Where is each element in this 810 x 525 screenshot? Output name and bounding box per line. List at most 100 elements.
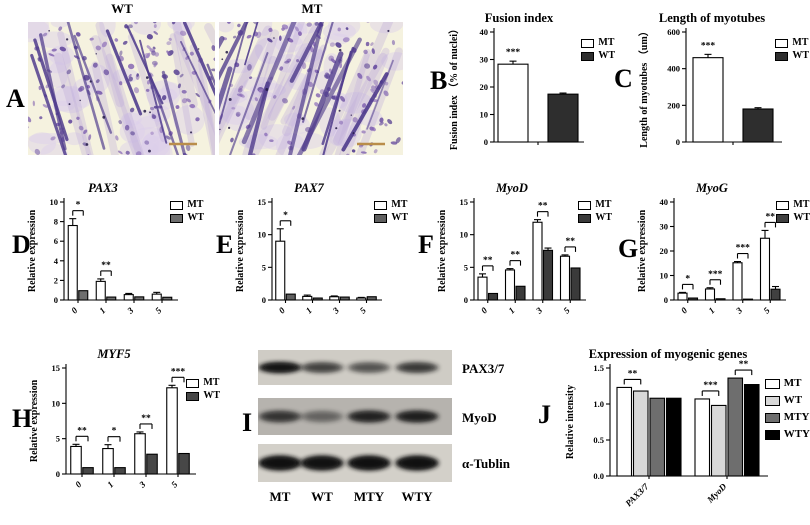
svg-text:4: 4 — [54, 256, 59, 266]
blot-lane-label-MT: MT — [269, 489, 291, 504]
sig-marker: ** — [739, 360, 749, 370]
chart-title: MyoG — [695, 181, 728, 195]
legend-label: WT — [793, 212, 810, 223]
bar-G-WT-3 — [742, 298, 754, 301]
legend-label: MT — [792, 37, 809, 48]
bar-H-WT-1 — [114, 467, 126, 475]
svg-text:20: 20 — [660, 246, 669, 256]
panel-letter-F: F — [418, 230, 434, 259]
myod-expression-chart: MyoD Relative expression 0 5 10 15 0 1 3 5 ** ** ** *… — [436, 178, 588, 332]
legend-D: MT WT — [170, 200, 204, 223]
legend-item-WT: WT — [776, 213, 810, 223]
svg-text:0: 0 — [679, 305, 690, 316]
bar-D-MT-0 — [67, 224, 78, 301]
bar-F-WT-5 — [570, 267, 581, 301]
legend-item-MT: MT — [578, 200, 612, 210]
bar-J-MT-PAX3/7 — [616, 386, 633, 477]
y-axis-label: Fusion index （% of nuclei） — [448, 24, 460, 150]
legend-swatch — [578, 213, 592, 223]
sig-marker: *** — [701, 41, 716, 51]
legend-B: MT WT — [581, 38, 615, 61]
svg-text:0: 0 — [54, 295, 58, 305]
svg-text:40: 40 — [660, 197, 669, 207]
sig-marker: ** — [766, 212, 776, 222]
y-axis-label: Relative expression — [437, 209, 448, 292]
legend-label: MT — [391, 199, 408, 210]
bar-H-MT-3 — [134, 433, 146, 475]
chart-title: Length of myotubes — [659, 11, 765, 25]
legend-label: WT — [598, 50, 615, 61]
blot-strip-svg — [258, 444, 452, 482]
svg-text:PAX3/7: PAX3/7 — [623, 481, 650, 508]
sig-marker: *** — [708, 270, 723, 280]
pax3-expression-chart: PAX3 Relative expression 0 2 4 6 8 10 0 1 3 5 * ** — [26, 178, 180, 332]
legend-swatch — [170, 213, 184, 223]
bar-C-MT-0 — [692, 57, 724, 143]
panel-letter-B: B — [430, 66, 448, 95]
panel-I: I PAX3/7 MyoD α-Tublin MT WT MTY WTY — [240, 340, 536, 525]
panel-J: J Expression of myogenic genes Relative i… — [536, 340, 810, 525]
bar-H-MT-5 — [166, 387, 178, 475]
legend-swatch — [764, 378, 780, 389]
svg-text:10: 10 — [52, 398, 61, 408]
svg-text:0: 0 — [484, 137, 488, 147]
svg-text:8: 8 — [54, 217, 58, 227]
blot-strip-svg — [258, 350, 452, 385]
svg-text:3: 3 — [330, 305, 341, 316]
panel-F: F MyoD Relative expression 0 5 10 15 0 1 3 5 ** ** *… — [410, 176, 614, 340]
legend-item-MT: MT — [776, 200, 810, 210]
micrograph-svg — [28, 22, 215, 155]
svg-text:1: 1 — [706, 305, 716, 315]
fusion-index-chart: Fusion index Fusion index （% of nuclei） 0 1… — [447, 6, 590, 160]
svg-text:0.0: 0.0 — [593, 471, 604, 481]
legend-swatch — [775, 51, 789, 61]
svg-text:0: 0 — [464, 295, 468, 305]
blot-row-label: α-Tublin — [462, 456, 510, 471]
svg-text:5: 5 — [56, 434, 60, 444]
panel-E: E PAX7 Relative expression 0 5 10 15 0 1 3 5 * MT W… — [206, 176, 410, 340]
myotube-length-chart: Length of myotubes Length of myotubes （um… — [637, 6, 786, 160]
micrograph-svg — [219, 22, 403, 155]
bar-D-MT-1 — [95, 280, 106, 301]
bar-G-WT-0 — [687, 297, 699, 301]
panel-letter-H: H — [12, 404, 33, 433]
legend-C: MT WT — [775, 38, 809, 61]
legend-item-WT: WT — [186, 391, 220, 401]
svg-text:3: 3 — [533, 305, 544, 316]
bar-J-MT-MyoD — [694, 398, 711, 477]
legend-swatch — [374, 200, 388, 210]
chart-svg-J: Expression of myogenic genes Relative int… — [565, 347, 768, 508]
panel-B: B Fusion index Fusion index （% of nuclei）… — [430, 4, 618, 174]
chart-title: MyoD — [495, 181, 528, 195]
svg-text:0: 0 — [262, 295, 266, 305]
sig-marker: ** — [511, 251, 521, 261]
bar-G-MT-1 — [704, 288, 716, 301]
bar-D-WT-5 — [162, 296, 173, 301]
bar-D-MT-3 — [123, 294, 134, 301]
chart-svg-E: PAX7 Relative expression 0 5 10 15 0 1 3 5 * — [235, 181, 382, 316]
legend-label: MTY — [783, 411, 810, 423]
sig-marker: ** — [538, 202, 548, 212]
legend-item-WT: WT — [775, 51, 809, 61]
y-axis-label: Relative expression — [637, 209, 648, 292]
chart-title: PAX7 — [294, 181, 324, 195]
chart-title: PAX3 — [88, 181, 118, 195]
bar-D-WT-0 — [78, 290, 89, 301]
bar-E-WT-1 — [312, 297, 323, 301]
panel-letter-C: C — [614, 64, 633, 93]
legend-swatch — [581, 51, 595, 61]
svg-text:10: 10 — [480, 110, 489, 120]
bar-D-WT-1 — [106, 296, 117, 301]
legend-label: WT — [595, 212, 612, 223]
bar-C-WT-0 — [742, 108, 774, 143]
svg-text:10: 10 — [660, 271, 669, 281]
bar-E-WT-0 — [285, 293, 296, 301]
panel-G: G MyoG Relative expression 0 10 20 30 40 0 1 3 5 * *… — [614, 176, 810, 340]
bar-J-MTY-PAX3/7 — [649, 397, 666, 477]
svg-text:5: 5 — [169, 479, 180, 490]
bar-H-MT-1 — [102, 448, 114, 475]
chart-title: MYF5 — [96, 347, 130, 361]
legend-item-MT: MT — [374, 200, 408, 210]
sig-marker: * — [685, 274, 690, 284]
